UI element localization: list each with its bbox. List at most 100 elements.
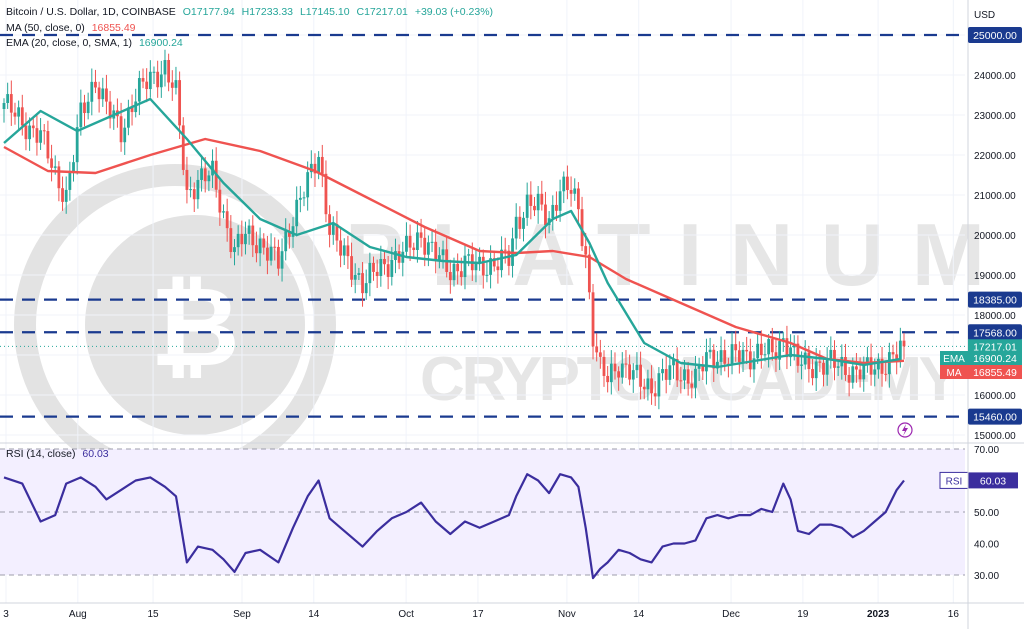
candle-body	[247, 225, 251, 234]
candle-body	[891, 352, 895, 355]
candle-body	[617, 371, 621, 378]
candle-body	[368, 262, 372, 284]
candle-body	[500, 249, 503, 271]
candle-body	[525, 194, 529, 218]
candle-body	[836, 366, 840, 368]
candle-body	[225, 211, 229, 229]
candle-body	[203, 168, 207, 182]
candle-body	[68, 171, 72, 190]
candle-body	[375, 271, 379, 277]
ma-legend[interactable]: MA (50, close, 0) 16855.49	[6, 22, 140, 34]
candle-body	[437, 255, 441, 261]
candle-body	[536, 193, 540, 211]
rsi-value-box	[968, 472, 1018, 489]
candle-body	[372, 262, 375, 272]
candle-body	[628, 364, 632, 380]
candle-body	[350, 256, 353, 280]
candle-body	[540, 193, 544, 205]
level-tag-label: 17568.00	[973, 327, 1017, 339]
time-tick-label: 14	[308, 609, 320, 620]
candle-body	[448, 271, 452, 281]
candle-body	[675, 359, 679, 381]
candle-body	[463, 255, 467, 278]
candle-body	[90, 81, 94, 102]
candle-body	[690, 383, 694, 388]
candle-body	[258, 238, 262, 254]
candle-body	[507, 250, 511, 266]
candle-body	[668, 365, 672, 380]
candle-body	[181, 125, 185, 170]
candle-body	[192, 189, 196, 200]
level-tag-box	[968, 291, 1022, 308]
candle-body	[887, 352, 891, 375]
candle-body	[148, 71, 152, 90]
candle-body	[200, 168, 203, 180]
candle-body	[9, 94, 13, 113]
candle-body	[653, 393, 657, 397]
candle-body	[342, 245, 346, 256]
ohlc-open: O17177.94	[182, 6, 235, 18]
candle-body	[902, 340, 906, 347]
candle-body	[53, 166, 57, 168]
candle-body	[108, 101, 112, 119]
candle-body	[683, 369, 686, 381]
price-tag-box	[968, 339, 1022, 354]
candle-body	[789, 347, 792, 358]
candle-body	[503, 249, 507, 251]
candle-body	[156, 71, 160, 88]
time-tick-label: 2023	[867, 609, 890, 620]
rsi-tick-label: 30.00	[974, 571, 999, 582]
candle-body	[492, 258, 496, 267]
candle-body	[566, 176, 569, 191]
price-tag-name-box	[940, 365, 968, 379]
candle-body	[474, 261, 478, 271]
price-tick-label: 20000.00	[974, 231, 1016, 242]
candle-body	[756, 343, 760, 359]
candle-body	[716, 361, 719, 369]
candle-body	[441, 249, 445, 256]
ema20-line	[3, 97, 901, 369]
price-tick-label: 22000.00	[974, 151, 1016, 162]
candle-body	[2, 103, 6, 109]
candle-body	[357, 273, 361, 275]
candle-body	[309, 163, 313, 173]
candle-body	[485, 274, 489, 276]
candle-body	[584, 246, 588, 255]
candle-body	[276, 246, 280, 269]
ohlc-high: H17233.33	[241, 6, 294, 18]
ema-legend-label: EMA (20, close, 0, SMA, 1)	[6, 37, 133, 49]
candle-body	[576, 188, 580, 210]
candle-body	[752, 358, 756, 370]
candle-body	[595, 346, 599, 353]
watermark-text-2: CRYPTO ACADEMY	[420, 345, 960, 414]
candle-body	[631, 370, 635, 380]
candle-body	[569, 190, 573, 194]
level-tag-box	[968, 324, 1022, 341]
candle-body	[302, 197, 306, 199]
rsi-legend[interactable]: RSI (14, close) 60.03	[6, 448, 113, 460]
candle-body	[313, 163, 317, 174]
candle-body	[273, 246, 277, 248]
candle-body	[364, 283, 368, 294]
ma-legend-value: 16855.49	[91, 22, 136, 34]
candle-body	[255, 245, 258, 254]
candle-body	[233, 247, 236, 253]
level-tag-box	[968, 408, 1022, 425]
candle-body	[609, 363, 613, 383]
ohlc-low: L17145.10	[299, 6, 350, 18]
candle-body	[672, 359, 675, 366]
rsi-legend-label: RSI (14, close)	[6, 448, 76, 460]
ema-legend[interactable]: EMA (20, close, 0, SMA, 1) 16900.24	[6, 37, 187, 49]
candle-body	[518, 216, 522, 229]
lightning-icon-bolt	[902, 424, 908, 436]
candle-body	[811, 369, 814, 379]
candle-body	[646, 378, 650, 390]
candle-body	[251, 225, 255, 246]
candle-body	[284, 231, 288, 252]
candle-body	[478, 256, 482, 262]
candle-body	[46, 131, 50, 159]
time-tick-label: 14	[633, 609, 645, 620]
rsi-tick-label: 40.00	[974, 540, 999, 551]
